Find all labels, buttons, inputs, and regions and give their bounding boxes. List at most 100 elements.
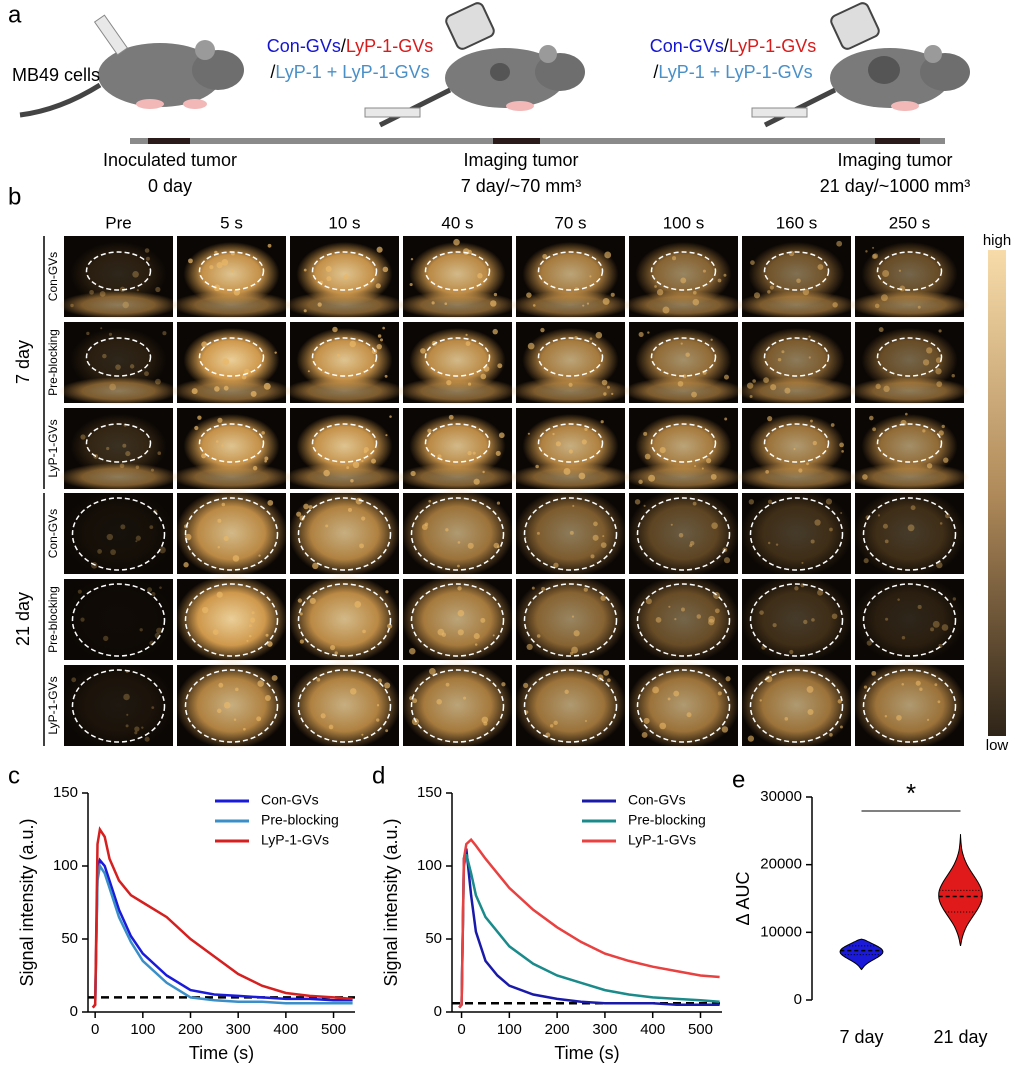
speckle: [584, 719, 587, 722]
speckle: [863, 685, 868, 689]
speckle: [553, 562, 559, 568]
speckle: [244, 368, 250, 375]
speckle: [872, 246, 875, 249]
timeline-event: Inoculated tumor: [103, 150, 237, 170]
speckle: [552, 432, 555, 436]
tumor-outline: [184, 497, 279, 571]
speckle: [377, 678, 382, 683]
treatment-part: Con-GVs: [650, 36, 724, 56]
speckle: [480, 617, 486, 623]
speckle: [445, 528, 449, 532]
speckle: [752, 379, 756, 383]
x-axis-label: Time (s): [189, 1043, 254, 1063]
colorbar-label: high: [983, 232, 1011, 249]
speckle: [638, 331, 644, 338]
speckle: [328, 724, 334, 730]
speckle: [379, 338, 384, 342]
speckle: [836, 240, 843, 247]
speckle: [572, 504, 575, 508]
speckle: [448, 414, 454, 420]
speckle: [917, 604, 922, 610]
speckle: [724, 417, 728, 421]
speckle: [570, 651, 574, 656]
treatment-part: LyP-1-GVs: [346, 36, 433, 56]
tumor-outline: [636, 583, 731, 657]
speckle: [604, 251, 612, 259]
speckle: [109, 383, 117, 391]
speckle: [806, 462, 809, 466]
speckle: [922, 429, 926, 433]
tumor-signal: [514, 661, 627, 749]
speckle: [769, 670, 772, 674]
speckle: [882, 270, 890, 277]
speckle: [382, 266, 389, 273]
speckle: [325, 266, 332, 272]
speckle: [155, 286, 161, 293]
speckle: [763, 377, 769, 384]
speckle: [97, 549, 102, 554]
speckle: [710, 338, 713, 341]
speckle: [803, 619, 808, 625]
speckle: [837, 699, 842, 704]
speckle: [106, 533, 114, 541]
speckle: [135, 465, 140, 469]
speckle: [767, 499, 773, 504]
speckle: [939, 522, 943, 525]
speckle: [457, 564, 460, 568]
speckle: [346, 466, 350, 470]
tumor-outline: [85, 423, 152, 463]
speckle: [677, 380, 684, 387]
speckle: [611, 392, 614, 396]
speckle: [595, 331, 603, 339]
treatment-part: LyP-1 + LyP-1-GVs: [275, 62, 429, 82]
speckle: [384, 682, 391, 689]
speckle: [216, 262, 223, 269]
tumor-outline: [71, 497, 166, 571]
speckle: [936, 381, 943, 388]
x-tick-label: 200: [178, 1021, 203, 1038]
speckle: [221, 444, 224, 447]
speckle: [877, 514, 881, 517]
speckle: [692, 290, 697, 295]
speckle: [263, 382, 271, 390]
y-tick-label: 0: [794, 991, 802, 1008]
tumor-outline: [862, 669, 957, 743]
speckle: [723, 273, 727, 277]
speckle: [808, 335, 811, 338]
speckle: [938, 430, 944, 436]
speckle: [769, 285, 774, 290]
speckle: [781, 350, 785, 354]
speckle: [212, 629, 219, 636]
speckle: [410, 257, 414, 261]
speckle: [606, 385, 610, 389]
speckle: [209, 265, 214, 270]
series-line: [458, 853, 720, 1009]
tumor-signal: [627, 575, 740, 663]
speckle: [248, 624, 252, 628]
speckle: [354, 601, 362, 608]
speckle: [325, 524, 329, 528]
speckle: [183, 562, 189, 568]
speckle: [467, 382, 472, 386]
speckle: [872, 427, 877, 432]
speckle: [412, 698, 418, 704]
speckle: [213, 284, 221, 292]
speckle: [477, 273, 483, 279]
speckle: [261, 431, 265, 435]
treatment-part: LyP-1-GVs: [729, 36, 816, 56]
tumor-outline: [537, 423, 604, 463]
speckle: [498, 432, 505, 439]
treatment-label: /LyP-1 + LyP-1-GVs: [653, 62, 812, 82]
speckle: [119, 463, 125, 469]
speckle: [355, 497, 363, 505]
tumor-outline: [862, 583, 957, 657]
tumor-outline: [198, 337, 265, 377]
speckle: [222, 358, 230, 365]
speckle: [784, 387, 791, 394]
speckle: [915, 680, 921, 686]
speckle: [376, 718, 380, 722]
speckle: [794, 586, 799, 591]
tumor-outline: [71, 583, 166, 657]
speckle: [526, 643, 533, 651]
speckle: [701, 467, 704, 470]
